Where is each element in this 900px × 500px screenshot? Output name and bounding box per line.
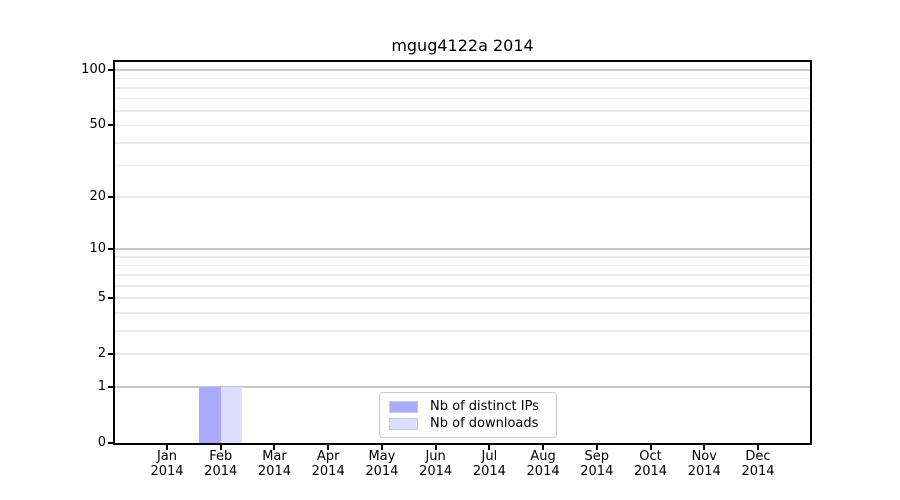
x-tick-label-jun-2014: Jun 2014 bbox=[419, 449, 453, 479]
legend-item-downloads: Nb of downloads bbox=[389, 416, 547, 431]
y-tick-label-0: 0 bbox=[97, 435, 106, 450]
y-tick-5 bbox=[108, 297, 113, 300]
y-gridline-minor-6 bbox=[115, 285, 810, 287]
bar-nb-of-distinct-ips-feb-2014 bbox=[199, 387, 221, 443]
y-tick-100 bbox=[108, 69, 113, 72]
x-tick-apr-2014 bbox=[327, 445, 330, 450]
y-tick-1 bbox=[108, 385, 113, 388]
x-tick-label-feb-2014: Feb 2014 bbox=[204, 449, 238, 479]
x-tick-jun-2014 bbox=[434, 445, 437, 450]
legend-swatch-distinct-ips bbox=[389, 400, 418, 413]
y-gridline-minor-9 bbox=[115, 256, 810, 258]
y-tick-label-10: 10 bbox=[89, 241, 106, 257]
y-tick-label-2: 2 bbox=[97, 346, 106, 362]
y-gridline-minor-3 bbox=[115, 330, 810, 332]
y-tick-label-50: 50 bbox=[89, 117, 106, 133]
y-gridline-major-1 bbox=[115, 385, 810, 388]
x-tick-dec-2014 bbox=[756, 445, 759, 450]
y-tick-label-20: 20 bbox=[89, 189, 106, 205]
y-gridline-minor-60 bbox=[115, 110, 810, 112]
y-tick-10 bbox=[108, 248, 113, 251]
x-tick-label-nov-2014: Nov 2014 bbox=[687, 449, 721, 479]
x-tick-nov-2014 bbox=[703, 445, 706, 450]
y-gridline-minor-50 bbox=[115, 124, 810, 127]
y-gridline-minor-70 bbox=[115, 97, 810, 100]
bar-nb-of-downloads-feb-2014 bbox=[220, 387, 243, 443]
y-gridline-major-100 bbox=[115, 69, 810, 72]
chart-title: mgug4122a 2014 bbox=[391, 36, 534, 55]
y-gridline-minor-40 bbox=[115, 142, 810, 144]
x-tick-label-aug-2014: Aug 2014 bbox=[526, 449, 560, 479]
x-tick-label-dec-2014: Dec 2014 bbox=[741, 449, 775, 479]
plot-area: Nb of distinct IPs Nb of downloads bbox=[113, 60, 812, 445]
y-gridline-minor-80 bbox=[115, 87, 810, 89]
x-tick-jan-2014 bbox=[166, 445, 168, 450]
x-tick-label-jul-2014: Jul 2014 bbox=[472, 449, 506, 479]
x-tick-oct-2014 bbox=[649, 445, 652, 450]
x-tick-feb-2014 bbox=[219, 445, 222, 450]
x-tick-label-apr-2014: Apr 2014 bbox=[311, 449, 345, 479]
y-gridline-minor-2 bbox=[115, 353, 810, 355]
x-tick-label-jan-2014: Jan 2014 bbox=[150, 449, 184, 479]
legend: Nb of distinct IPs Nb of downloads bbox=[379, 392, 557, 438]
y-tick-label-1: 1 bbox=[97, 378, 106, 394]
x-tick-aug-2014 bbox=[542, 445, 545, 450]
y-tick-50 bbox=[108, 124, 113, 127]
x-tick-label-mar-2014: Mar 2014 bbox=[257, 449, 291, 479]
y-tick-label-5: 5 bbox=[97, 290, 106, 306]
y-gridline-minor-7 bbox=[115, 274, 810, 276]
y-tick-0 bbox=[108, 442, 113, 444]
legend-swatch-downloads bbox=[389, 417, 418, 430]
y-gridline-major-10 bbox=[115, 248, 810, 251]
legend-label-downloads: Nb of downloads bbox=[430, 416, 539, 431]
x-tick-sep-2014 bbox=[595, 445, 598, 450]
y-gridline-minor-8 bbox=[115, 264, 810, 267]
x-tick-label-may-2014: May 2014 bbox=[365, 449, 399, 479]
y-gridline-minor-90 bbox=[115, 77, 810, 80]
legend-label-distinct-ips: Nb of distinct IPs bbox=[430, 399, 539, 414]
y-gridline-minor-5 bbox=[115, 297, 810, 299]
x-tick-label-oct-2014: Oct 2014 bbox=[633, 449, 668, 479]
legend-item-distinct-ips: Nb of distinct IPs bbox=[389, 399, 547, 414]
y-tick-2 bbox=[108, 353, 113, 356]
y-tick-20 bbox=[108, 196, 113, 199]
x-tick-jul-2014 bbox=[488, 445, 491, 450]
y-tick-label-100: 100 bbox=[81, 62, 106, 78]
x-tick-mar-2014 bbox=[273, 445, 276, 450]
y-gridline-minor-30 bbox=[115, 164, 810, 167]
y-gridline-minor-4 bbox=[115, 312, 810, 314]
y-gridline-minor-20 bbox=[115, 196, 810, 198]
x-tick-label-sep-2014: Sep 2014 bbox=[580, 449, 614, 479]
x-tick-may-2014 bbox=[380, 445, 383, 450]
